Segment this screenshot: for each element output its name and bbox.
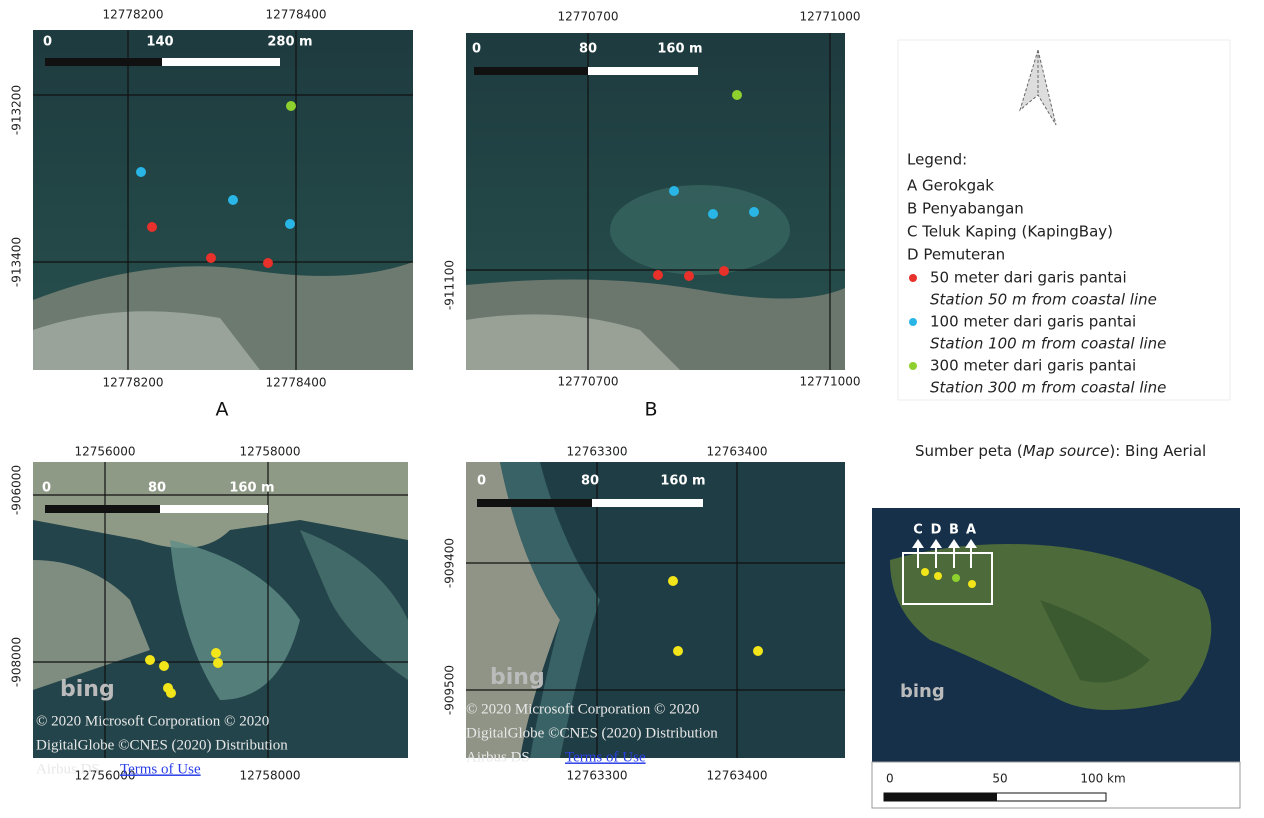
left-tick-label: -906000 [10, 465, 24, 515]
inset-site-letter: C [913, 523, 923, 538]
map-source-part: ): Bing Aerial [1109, 442, 1206, 460]
left-tick-label: -908000 [10, 637, 24, 687]
scale-label: 80 [581, 474, 599, 489]
legend-dot [909, 362, 917, 370]
legend-site: C Teluk Kaping (KapingBay) [907, 223, 1113, 241]
attribution: DigitalGlobe ©CNES (2020) Distribution [466, 725, 718, 741]
top-tick-label: 12771000 [799, 10, 860, 24]
inset-map [872, 508, 1240, 808]
scale-label: 80 [579, 42, 597, 57]
scale-bar [592, 499, 703, 507]
scale-bar [162, 58, 280, 66]
top-tick-label: 12758000 [239, 445, 300, 459]
bottom-tick-label: 12771000 [799, 375, 860, 389]
scale-bar [477, 499, 592, 507]
legend-station: 100 meter dari garis pantai [930, 313, 1136, 331]
inset-site-letter: B [949, 523, 959, 538]
bottom-tick-label: 12758000 [239, 769, 300, 783]
terms-link[interactable]: Terms of Use [120, 761, 201, 777]
inset-site-letter: D [931, 523, 942, 538]
scale-bar [160, 505, 268, 513]
legend-dot [909, 274, 917, 282]
terms-link[interactable]: Terms of Use [565, 749, 646, 765]
scale-label: 0 [472, 42, 481, 57]
attribution: DigitalGlobe ©CNES (2020) Distribution [36, 737, 288, 753]
bottom-tick-label: 12763300 [566, 769, 627, 783]
scale-bar [474, 67, 588, 75]
scale-label: 160 m [657, 42, 702, 57]
figure: 12778200 12778400 12778200 12778400 -913200 -… [0, 0, 1264, 814]
left-tick-label: -913400 [10, 237, 24, 287]
scale-bar [588, 67, 698, 75]
attribution: © 2020 Microsoft Corporation © 2020 [36, 713, 269, 729]
panel-caption: A [216, 399, 229, 421]
left-tick-label: -913200 [10, 85, 24, 135]
map-source: Sumber peta (Map source): Bing Aerial [915, 442, 1206, 460]
attribution: Airbus DS [466, 749, 530, 765]
map-source-part: Sumber peta ( [915, 442, 1023, 460]
legend-station-en: Station 300 m from coastal line [930, 379, 1166, 397]
bottom-tick-label: 12778400 [265, 376, 326, 390]
legend-title: Legend: [907, 151, 967, 169]
scale-label: 280 m [267, 35, 312, 50]
top-tick-label: 12778400 [265, 8, 326, 22]
scale-bar [45, 505, 160, 513]
top-tick-label: 12756000 [74, 445, 135, 459]
bing-logo: bing [490, 665, 545, 690]
legend-site: A Gerokgak [907, 177, 994, 195]
inset-site-letter: A [966, 523, 976, 538]
map-a [33, 30, 413, 370]
bottom-tick-label: 12763400 [706, 769, 767, 783]
attribution: Airbus DS [36, 761, 100, 777]
scale-label: 80 [148, 481, 166, 496]
left-tick-label: -911100 [443, 260, 457, 310]
bottom-tick-label: 12778200 [102, 376, 163, 390]
bottom-tick-label: 12770700 [557, 375, 618, 389]
left-tick-label: -909500 [443, 665, 457, 715]
bing-logo: bing [900, 681, 945, 702]
legend-site: B Penyabangan [907, 200, 1024, 218]
top-tick-label: 12763300 [566, 445, 627, 459]
scale-label: 0 [43, 35, 52, 50]
scale-label: 160 m [229, 481, 274, 496]
top-tick-label: 12770700 [557, 10, 618, 24]
scale-label: 0 [477, 474, 486, 489]
legend-station: 50 meter dari garis pantai [930, 269, 1127, 287]
scale-label: 160 m [660, 474, 705, 489]
legend-station-en: Station 100 m from coastal line [930, 335, 1166, 353]
top-tick-label: 12763400 [706, 445, 767, 459]
attribution: © 2020 Microsoft Corporation © 2020 [466, 701, 699, 717]
scale-label: 140 [146, 35, 173, 50]
legend-station-en: Station 50 m from coastal line [930, 291, 1157, 309]
legend-site: D Pemuteran [907, 246, 1005, 264]
inset-scale-label: 50 [992, 772, 1007, 786]
bing-logo: bing [60, 677, 115, 702]
map-b [466, 33, 845, 370]
inset-scale-label: 100 km [1080, 772, 1125, 786]
inset-scale-label: 0 [886, 772, 894, 786]
left-tick-label: -909400 [443, 538, 457, 588]
scale-label: 0 [42, 481, 51, 496]
legend-dot [909, 318, 917, 326]
panel-caption: B [644, 399, 657, 421]
top-tick-label: 12778200 [102, 8, 163, 22]
map-source-part: Map source [1023, 442, 1110, 460]
scale-bar [45, 58, 162, 66]
legend-station: 300 meter dari garis pantai [930, 357, 1136, 375]
